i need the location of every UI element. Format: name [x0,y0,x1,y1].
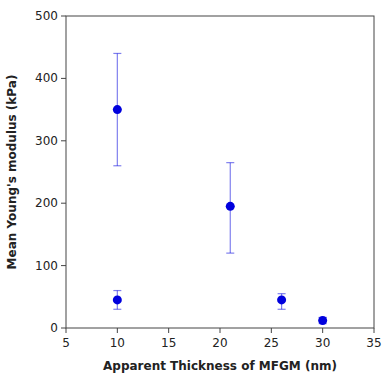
error-bar [113,53,121,165]
x-tick [66,328,67,333]
y-axis-label: Mean Young's modulus (kPa) [5,75,19,270]
y-tick [61,140,66,141]
y-tick-label: 300 [35,134,58,148]
x-tick-label: 35 [366,336,381,350]
error-bar-cap [113,165,121,166]
error-bar-cap [278,309,286,310]
error-bar-cap [226,162,234,163]
x-tick [220,328,221,333]
y-tick-label: 100 [35,259,58,273]
data-point [113,295,122,304]
x-tick-label: 10 [110,336,125,350]
error-bar-cap [226,253,234,254]
data-point [113,105,122,114]
x-tick [374,328,375,333]
data-point [226,202,235,211]
x-tick-label: 15 [161,336,176,350]
x-tick-label: 30 [315,336,330,350]
x-tick-label: 5 [62,336,70,350]
chart-svg: 5 10 15 20 25 30 35 0 100 200 300 400 500 Apparent Th… [0,0,392,380]
chart-container: 5 10 15 20 25 30 35 0 100 200 300 400 500 Apparent Th… [0,0,392,380]
y-tick-label: 0 [50,321,58,335]
error-bar [278,294,286,310]
x-axis-label: Apparent Thickness of MFGM (nm) [103,359,337,373]
error-bar-cap [113,309,121,310]
y-tick [61,265,66,266]
y-tick [61,78,66,79]
data-point [318,316,327,325]
error-bar-cap [113,290,121,291]
error-bar-cap [113,53,121,54]
y-tick [61,328,66,329]
error-bar [226,163,234,253]
error-bar [113,291,121,310]
y-tick [61,203,66,204]
y-tick-label: 400 [35,71,58,85]
x-tick [322,328,323,333]
x-tick-label: 25 [264,336,279,350]
x-tick [271,328,272,333]
y-tick [61,16,66,17]
x-tick [168,328,169,333]
x-tick [117,328,118,333]
data-point [277,295,286,304]
error-bar-cap [278,293,286,294]
y-tick-label: 200 [35,196,58,210]
x-tick-label: 20 [212,336,227,350]
y-tick-label: 500 [35,9,58,23]
data-group [113,53,327,325]
plot-frame [66,16,374,328]
